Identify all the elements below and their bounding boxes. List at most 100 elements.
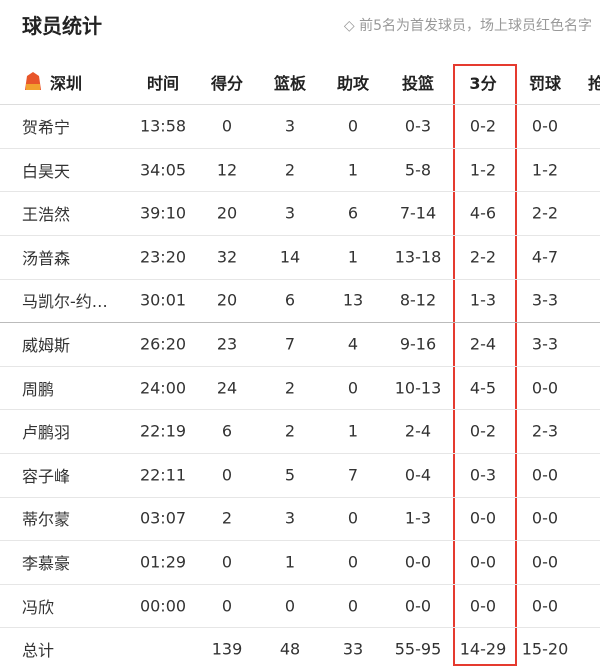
total-cell: 48 — [279, 639, 301, 659]
stat-cell: 5 — [284, 465, 296, 485]
stat-cell: 0 — [347, 552, 359, 572]
stat-cell: 00:00 — [139, 596, 187, 616]
stat-cell: 0-0 — [531, 116, 559, 136]
stat-cell: 0-0 — [531, 465, 559, 485]
column-header: 投篮 — [401, 74, 435, 93]
stat-cell: 26:20 — [139, 334, 187, 354]
column-header: 得分 — [210, 74, 244, 93]
stat-cell: 7-14 — [399, 203, 437, 223]
stat-cell: 14 — [279, 247, 301, 267]
stat-cell: 6 — [347, 203, 359, 223]
player-name: 马凯尔-约… — [22, 292, 108, 312]
stat-cell: 0-0 — [469, 552, 497, 572]
stat-cell: 0 — [347, 378, 359, 398]
stat-cell: 23:20 — [139, 247, 187, 267]
stat-cell: 8-12 — [399, 290, 437, 310]
stat-cell: 0-0 — [531, 378, 559, 398]
column-header: 深圳 — [50, 74, 83, 93]
stat-cell: 22:11 — [139, 465, 187, 485]
stat-cell: 2 — [221, 508, 233, 528]
stat-cell: 0 — [221, 465, 233, 485]
total-cell: 139 — [211, 639, 243, 659]
stat-cell: 2-2 — [469, 247, 497, 267]
stat-cell: 3 — [284, 116, 296, 136]
stat-cell: 7 — [284, 334, 296, 354]
stat-cell: 24 — [216, 378, 238, 398]
column-header: 3分 — [469, 74, 497, 93]
row-divider — [0, 191, 600, 193]
stat-cell: 0-0 — [531, 508, 559, 528]
stat-cell: 0-0 — [404, 596, 432, 616]
column-header: 篮板 — [273, 74, 307, 93]
stat-cell: 0-0 — [404, 552, 432, 572]
stat-cell: 0-0 — [531, 596, 559, 616]
stat-cell: 7 — [347, 465, 359, 485]
stat-cell: 2-3 — [531, 421, 559, 441]
stat-cell: 0-0 — [531, 552, 559, 572]
stat-cell: 2 — [284, 378, 296, 398]
stat-cell: 4-5 — [469, 378, 497, 398]
stat-cell: 5-8 — [404, 160, 432, 180]
player-name: 冯欣 — [22, 597, 55, 617]
player-name: 王浩然 — [22, 205, 71, 225]
player-name: 周鹏 — [22, 379, 55, 399]
team-logo — [25, 72, 41, 90]
total-cell: 15-20 — [521, 639, 569, 659]
stat-cell: 22:19 — [139, 421, 187, 441]
row-divider — [0, 540, 600, 542]
stat-cell: 0 — [347, 508, 359, 528]
stat-cell: 0 — [347, 116, 359, 136]
row-divider — [0, 627, 600, 629]
stat-cell: 0-0 — [469, 508, 497, 528]
stat-cell: 32 — [216, 247, 238, 267]
title: 球员统计 — [22, 14, 102, 38]
stat-cell: 1-2 — [531, 160, 559, 180]
row-divider — [0, 104, 600, 105]
stat-cell: 20 — [216, 290, 238, 310]
stat-cell: 0-0 — [469, 596, 497, 616]
total-cell: 14-29 — [459, 639, 507, 659]
player-name: 白昊天 — [22, 161, 71, 181]
stat-cell: 0-3 — [469, 465, 497, 485]
stat-cell: 0 — [221, 552, 233, 572]
player-name: 贺希宁 — [22, 118, 71, 137]
stat-cell: 3-3 — [531, 334, 559, 354]
player-name: 蒂尔蒙 — [22, 510, 71, 530]
stat-cell: 1-3 — [469, 290, 497, 310]
stat-cell: 0 — [284, 596, 296, 616]
player-name: 卢鹏羽 — [22, 423, 71, 443]
stat-cell: 0 — [221, 596, 233, 616]
row-divider — [0, 365, 600, 367]
stat-cell: 1 — [347, 160, 359, 180]
stat-cell: 13:58 — [139, 116, 187, 136]
total-label: 总计 — [22, 641, 55, 661]
stat-cell: 2-4 — [404, 421, 432, 441]
stat-cell: 12 — [216, 160, 238, 180]
column-header: 罚球 — [528, 74, 562, 93]
stat-cell: 30:01 — [139, 290, 187, 310]
stat-cell: 0-3 — [404, 116, 432, 136]
stat-cell: 4 — [347, 334, 359, 354]
stat-cell: 4-7 — [531, 247, 559, 267]
player-name: 容子峰 — [22, 466, 71, 486]
stat-cell: 0-2 — [469, 421, 497, 441]
stat-cell: 13 — [342, 290, 364, 310]
three-point-highlight — [453, 64, 517, 666]
stat-cell: 2 — [284, 160, 296, 180]
row-divider — [0, 583, 600, 585]
row-divider — [0, 409, 600, 411]
player-name: 汤普森 — [22, 248, 71, 268]
stat-cell: 1-2 — [469, 160, 497, 180]
player-name: 李慕豪 — [22, 554, 71, 573]
stat-cell: 6 — [284, 290, 296, 310]
row-divider — [0, 278, 600, 280]
stat-cell: 0 — [221, 116, 233, 136]
stat-cell: 1-3 — [404, 508, 432, 528]
player-name: 威姆斯 — [22, 336, 71, 355]
column-header: 助攻 — [336, 74, 370, 93]
stat-cell: 01:29 — [139, 552, 187, 572]
stat-cell: 34:05 — [139, 160, 187, 180]
stat-cell: 0-4 — [404, 465, 432, 485]
total-cell: 33 — [342, 639, 364, 659]
